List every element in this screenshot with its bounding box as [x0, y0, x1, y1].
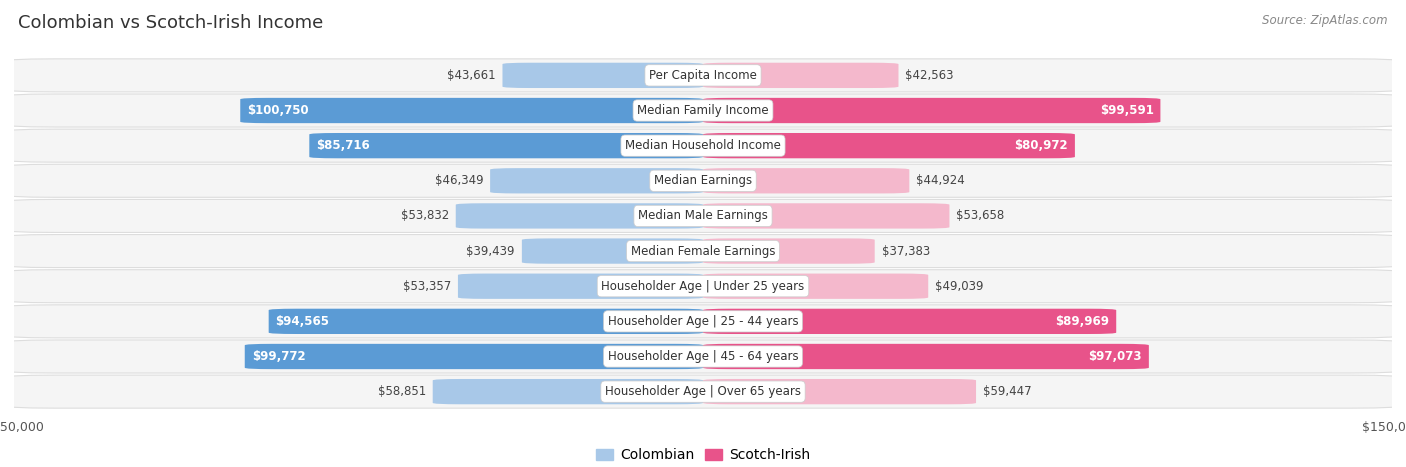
Text: $85,716: $85,716	[316, 139, 370, 152]
Text: $43,661: $43,661	[447, 69, 495, 82]
Text: $46,349: $46,349	[434, 174, 484, 187]
Text: $99,591: $99,591	[1099, 104, 1153, 117]
FancyBboxPatch shape	[703, 344, 1149, 369]
FancyBboxPatch shape	[703, 133, 1076, 158]
Text: $39,439: $39,439	[467, 245, 515, 258]
FancyBboxPatch shape	[269, 309, 703, 334]
FancyBboxPatch shape	[0, 129, 1406, 162]
Text: Householder Age | Over 65 years: Householder Age | Over 65 years	[605, 385, 801, 398]
Text: Median Male Earnings: Median Male Earnings	[638, 209, 768, 222]
FancyBboxPatch shape	[0, 340, 1406, 373]
FancyBboxPatch shape	[703, 168, 910, 193]
FancyBboxPatch shape	[0, 59, 1406, 92]
Text: Source: ZipAtlas.com: Source: ZipAtlas.com	[1263, 14, 1388, 27]
Text: Median Earnings: Median Earnings	[654, 174, 752, 187]
Text: $59,447: $59,447	[983, 385, 1032, 398]
Text: $58,851: $58,851	[378, 385, 426, 398]
Text: Householder Age | 25 - 44 years: Householder Age | 25 - 44 years	[607, 315, 799, 328]
FancyBboxPatch shape	[0, 375, 1406, 408]
FancyBboxPatch shape	[703, 274, 928, 299]
FancyBboxPatch shape	[240, 98, 703, 123]
Text: Per Capita Income: Per Capita Income	[650, 69, 756, 82]
Text: $44,924: $44,924	[917, 174, 965, 187]
Text: $53,357: $53,357	[402, 280, 451, 293]
Text: $94,565: $94,565	[276, 315, 329, 328]
Text: $53,658: $53,658	[956, 209, 1005, 222]
FancyBboxPatch shape	[522, 239, 703, 264]
Text: $89,969: $89,969	[1056, 315, 1109, 328]
Text: $99,772: $99,772	[252, 350, 305, 363]
Text: $42,563: $42,563	[905, 69, 953, 82]
Text: Colombian vs Scotch-Irish Income: Colombian vs Scotch-Irish Income	[18, 14, 323, 32]
Text: $97,073: $97,073	[1088, 350, 1142, 363]
FancyBboxPatch shape	[502, 63, 703, 88]
FancyBboxPatch shape	[491, 168, 703, 193]
FancyBboxPatch shape	[703, 63, 898, 88]
FancyBboxPatch shape	[0, 164, 1406, 197]
Text: $100,750: $100,750	[247, 104, 309, 117]
Text: Median Household Income: Median Household Income	[626, 139, 780, 152]
FancyBboxPatch shape	[703, 203, 949, 228]
FancyBboxPatch shape	[309, 133, 703, 158]
Text: $80,972: $80,972	[1014, 139, 1069, 152]
FancyBboxPatch shape	[0, 270, 1406, 303]
FancyBboxPatch shape	[703, 98, 1160, 123]
Legend: Colombian, Scotch-Irish: Colombian, Scotch-Irish	[591, 443, 815, 467]
Text: Householder Age | 45 - 64 years: Householder Age | 45 - 64 years	[607, 350, 799, 363]
Text: $49,039: $49,039	[935, 280, 984, 293]
FancyBboxPatch shape	[0, 234, 1406, 268]
FancyBboxPatch shape	[703, 239, 875, 264]
FancyBboxPatch shape	[703, 379, 976, 404]
FancyBboxPatch shape	[0, 94, 1406, 127]
FancyBboxPatch shape	[245, 344, 703, 369]
FancyBboxPatch shape	[703, 309, 1116, 334]
Text: Householder Age | Under 25 years: Householder Age | Under 25 years	[602, 280, 804, 293]
FancyBboxPatch shape	[0, 305, 1406, 338]
FancyBboxPatch shape	[456, 203, 703, 228]
Text: Median Female Earnings: Median Female Earnings	[631, 245, 775, 258]
Text: $37,383: $37,383	[882, 245, 929, 258]
Text: $53,832: $53,832	[401, 209, 449, 222]
FancyBboxPatch shape	[433, 379, 703, 404]
FancyBboxPatch shape	[0, 199, 1406, 233]
FancyBboxPatch shape	[458, 274, 703, 299]
Text: Median Family Income: Median Family Income	[637, 104, 769, 117]
